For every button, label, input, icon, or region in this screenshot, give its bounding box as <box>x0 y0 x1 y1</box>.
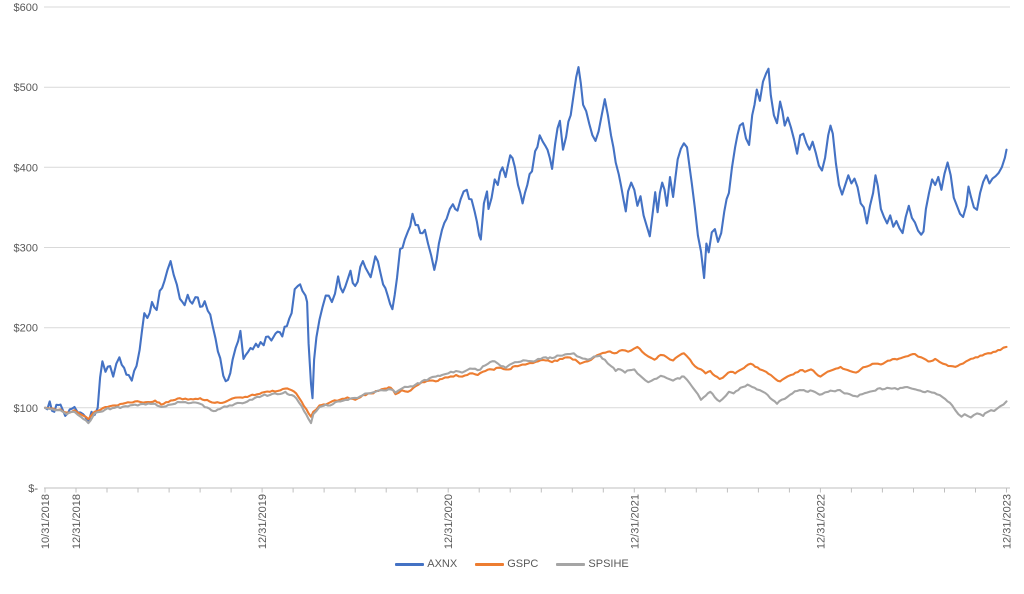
y-axis-label: $- <box>28 483 38 495</box>
x-axis-label: 12/31/2019 <box>257 494 269 549</box>
series-line-axnx <box>43 66 1008 424</box>
y-axis-label: $200 <box>14 323 38 335</box>
legend-item-spsihe: SPSIHE <box>556 557 629 571</box>
y-axis-label: $100 <box>14 403 38 415</box>
x-axis-label: 12/31/2022 <box>815 494 827 549</box>
y-axis-labels: $- $100 $200 $300 $400 $500 $600 <box>14 2 39 495</box>
series-line-gspc <box>43 345 1008 421</box>
gridlines <box>44 6 1010 409</box>
series-line-spsihe <box>43 352 1008 425</box>
series-lines <box>43 66 1008 425</box>
legend-label-axnx: AXNX <box>427 558 458 570</box>
legend: AXNX GSPC SPSIHE <box>0 557 1024 571</box>
y-axis-label: $500 <box>14 82 38 94</box>
y-axis-label: $400 <box>14 162 38 174</box>
x-axis-label: 12/31/2021 <box>629 494 641 549</box>
legend-item-axnx: AXNX <box>395 557 457 571</box>
x-axis <box>44 487 1010 493</box>
legend-swatch-gspc <box>475 562 505 566</box>
x-axis-labels: 10/31/2018 12/31/2018 12/31/2019 12/31/2020… <box>40 494 1014 549</box>
legend-swatch-spsihe <box>556 562 586 566</box>
legend-swatch-axnx <box>395 562 425 566</box>
x-axis-label: 12/31/2023 <box>1002 494 1014 549</box>
y-axis-label: $600 <box>14 2 38 14</box>
x-axis-label: 12/31/2018 <box>71 494 83 549</box>
legend-label-spsihe: SPSIHE <box>588 558 629 570</box>
x-axis-label: 10/31/2018 <box>40 494 52 549</box>
x-axis-label: 12/31/2020 <box>443 494 455 549</box>
legend-label-gspc: GSPC <box>507 558 539 570</box>
y-axis-label: $300 <box>14 243 38 255</box>
legend-item-gspc: GSPC <box>475 557 538 571</box>
